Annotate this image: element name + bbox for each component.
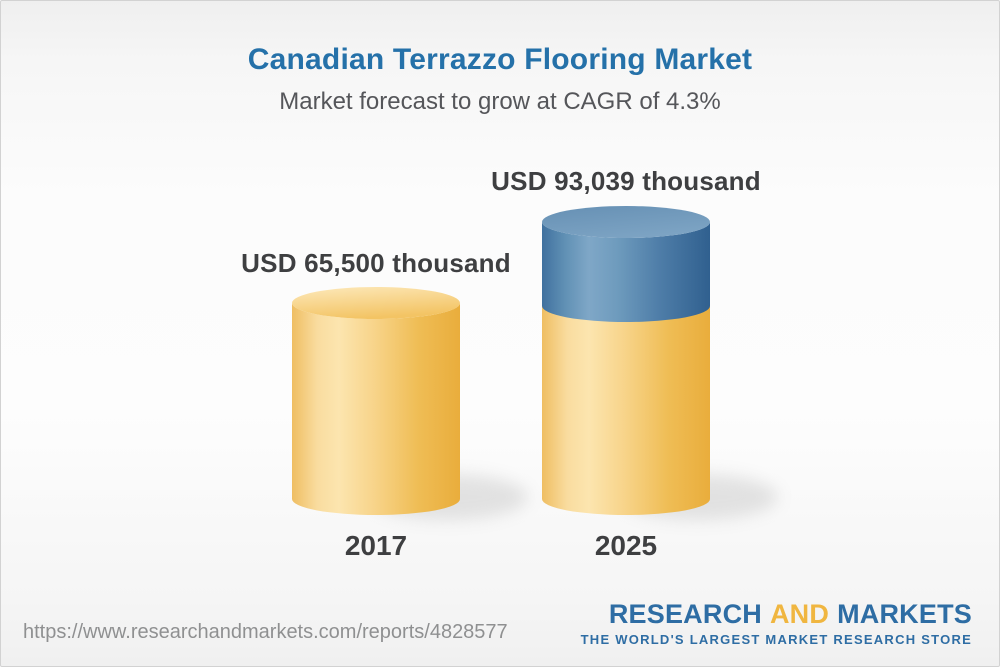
chart-subtitle: Market forecast to grow at CAGR of 4.3% bbox=[279, 88, 721, 115]
logo-word-research: RESEARCH bbox=[608, 599, 762, 629]
chart-title: Canadian Terrazzo Flooring Market bbox=[247, 43, 753, 76]
logo-wordmark: RESEARCH AND MARKETS bbox=[581, 599, 972, 629]
logo-tagline: THE WORLD'S LARGEST MARKET RESEARCH STOR… bbox=[580, 632, 972, 648]
logo-word-markets: MARKETS bbox=[837, 599, 972, 629]
bar-2025-base-body bbox=[542, 306, 710, 515]
category-label-2017: 2017 bbox=[344, 530, 408, 561]
category-label-2025: 2025 bbox=[594, 530, 658, 561]
logo-word-and: AND bbox=[769, 599, 830, 629]
bar-2025-growth-body bbox=[542, 222, 710, 322]
bar-2025-growth-top bbox=[542, 206, 710, 238]
bar-2017-top bbox=[292, 287, 460, 319]
bar-2017-body bbox=[292, 303, 460, 515]
value-label-2017: USD 65,500 thousand bbox=[241, 248, 511, 278]
report-url-link[interactable]: https://www.researchandmarkets.com/repor… bbox=[23, 621, 508, 643]
value-label-2025: USD 93,039 thousand bbox=[491, 166, 761, 196]
research-and-markets-logo[interactable]: RESEARCH AND MARKETS THE WORLD'S LARGEST… bbox=[580, 599, 972, 648]
